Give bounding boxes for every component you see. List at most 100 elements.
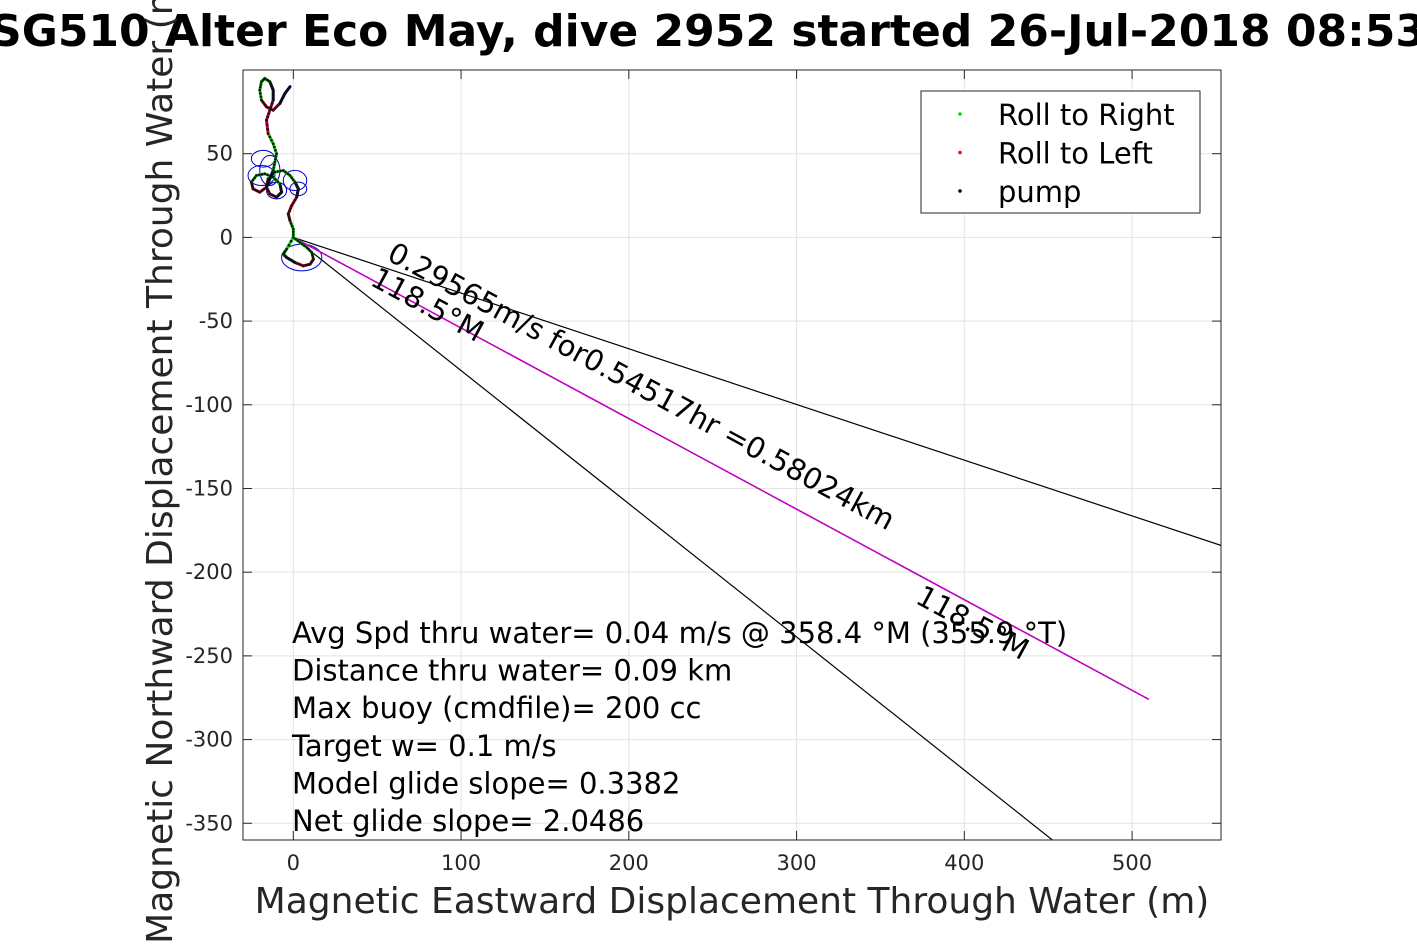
track-point xyxy=(276,194,280,197)
track-point xyxy=(274,106,277,110)
track-point xyxy=(271,142,275,145)
track-point xyxy=(295,185,299,188)
heading-line xyxy=(293,236,1221,546)
track-point xyxy=(292,230,295,234)
track-point xyxy=(259,95,263,99)
track-point xyxy=(281,95,285,99)
y-tick-label: -50 xyxy=(199,309,233,333)
track-point xyxy=(290,224,294,228)
track-point xyxy=(292,178,295,182)
track-point xyxy=(274,157,277,161)
track-point xyxy=(274,149,277,152)
legend-label: Roll to Left xyxy=(998,137,1153,171)
track-point xyxy=(278,182,282,186)
track-point xyxy=(271,98,275,102)
track-point xyxy=(256,189,259,193)
track-point xyxy=(271,95,275,99)
track-point xyxy=(304,263,307,267)
track-segment xyxy=(268,168,275,181)
track-point xyxy=(278,102,282,105)
track-point xyxy=(288,257,291,261)
track-point xyxy=(266,115,269,119)
plot-frame xyxy=(242,69,1222,841)
track-point xyxy=(276,104,279,108)
stat-line: Distance thru water= 0.09 km xyxy=(292,654,732,688)
track-point xyxy=(265,123,269,126)
track-point xyxy=(292,233,295,236)
track-segment xyxy=(258,88,263,102)
y-tick-label: -200 xyxy=(185,560,233,584)
y-axis-label: Magnetic Northward Displacement Through … xyxy=(140,0,181,944)
legend-box xyxy=(920,90,1201,214)
track-point xyxy=(283,92,287,95)
track-segment xyxy=(283,85,292,95)
track-point xyxy=(288,209,291,213)
track-point xyxy=(259,83,263,86)
track-point xyxy=(268,192,272,196)
y-tick-label: -300 xyxy=(185,728,233,752)
track-segment xyxy=(290,195,299,208)
track-point xyxy=(280,98,283,102)
track-point xyxy=(273,194,276,198)
track-point xyxy=(270,102,274,105)
track-point xyxy=(285,89,288,93)
track-point xyxy=(267,112,271,115)
stat-line: Net glide slope= 2.0486 xyxy=(292,804,644,838)
stat-line: Avg Spd thru water= 0.04 m/s @ 358.4 °M … xyxy=(292,616,1067,650)
track-segment xyxy=(278,91,287,105)
x-tick-label: 500 xyxy=(1112,851,1152,875)
track-point xyxy=(290,204,293,207)
heading-line xyxy=(292,236,1054,840)
track-point xyxy=(287,243,291,247)
track-point xyxy=(262,187,266,191)
track-point xyxy=(273,160,277,164)
track-point xyxy=(310,251,314,254)
track-segment xyxy=(268,80,275,92)
legend-label: Roll to Right xyxy=(998,98,1175,132)
track-layer xyxy=(249,76,315,268)
track-point xyxy=(274,178,277,181)
track-point xyxy=(265,105,268,109)
track-point xyxy=(260,98,263,102)
x-tick-label: 100 xyxy=(441,851,481,875)
track-point xyxy=(265,118,268,122)
track-point xyxy=(294,183,298,186)
track-point xyxy=(289,239,293,243)
y-tick-label: 0 xyxy=(220,225,233,249)
x-tick-label: 200 xyxy=(609,851,649,875)
track-point xyxy=(295,195,298,199)
track-point xyxy=(271,92,275,95)
track-point xyxy=(289,222,293,225)
track-point xyxy=(279,188,283,191)
y-tick-label: 50 xyxy=(206,142,233,166)
track-point xyxy=(270,139,273,142)
track-point xyxy=(287,214,291,218)
track-point xyxy=(292,227,295,231)
track-point xyxy=(260,173,264,176)
track-point xyxy=(297,187,300,191)
track-point xyxy=(305,246,309,249)
track-point xyxy=(311,255,315,259)
track-point xyxy=(286,212,290,216)
track-point xyxy=(270,171,274,175)
track-segment xyxy=(271,175,282,186)
track-point xyxy=(259,85,262,89)
track-point xyxy=(281,169,285,172)
track-point xyxy=(266,183,269,186)
current-line xyxy=(292,236,1150,701)
track-point xyxy=(290,176,293,179)
track-point xyxy=(269,107,273,111)
track-point xyxy=(271,175,275,179)
track-point xyxy=(266,132,270,135)
track-point xyxy=(251,187,255,191)
track-point xyxy=(296,190,300,193)
track-point xyxy=(292,201,295,205)
track-point xyxy=(263,172,267,176)
y-tick-label: -350 xyxy=(185,811,233,835)
track-point xyxy=(267,180,271,183)
track-point xyxy=(270,85,274,89)
track-point xyxy=(267,190,271,193)
tick-layer: 0 100 200 300 400 500-350-300-250-200-150-100… xyxy=(185,70,1221,875)
track-point xyxy=(286,87,290,91)
